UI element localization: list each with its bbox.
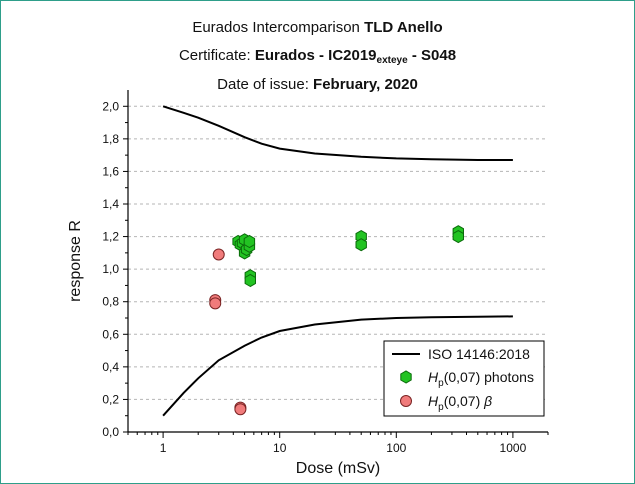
x-tick-label: 10 [273,441,287,455]
y-tick-label: 1,2 [102,230,119,244]
header-certificate-prefix: Certificate: [178,47,255,64]
axes: 0,0 0,2 0,4 0,6 0,8 1,0 1,2 1,4 1,6 1,8 2,0 1 10 100 1… [102,90,549,455]
photon-point [243,234,256,249]
y-tick-label: 1,4 [102,197,119,211]
photon-point [355,230,367,244]
iso-curve-upper [162,105,513,161]
legend-beta-swatch [400,395,412,407]
header-title: Eurados Intercomparison TLD Anello [0,19,635,36]
data-points [209,225,464,416]
x-tick-label: 1000 [500,441,527,455]
x-tick-label: 1 [160,441,167,455]
y-axis-label: response R [67,220,84,302]
y-tick-label: 0,8 [102,295,119,309]
x-axis-label: Dose (mSv) [296,460,380,477]
legend-label-2: Hp(0,07) β [428,393,492,413]
y-tick-label: 2,0 [102,99,119,113]
header-certificate-bold: Eurados - IC2019 [254,47,377,64]
beta-point [209,297,222,310]
y-tick-label: 1,6 [102,164,119,178]
photon-point [452,230,464,244]
iso-limit-curves [162,105,513,417]
beta-point [212,248,225,261]
y-tick-label: 0,0 [102,425,119,439]
photon-point [355,238,367,252]
beta-point [234,403,247,416]
header-date-prefix: Date of issue: [217,76,314,93]
header-date: Date of issue: February, 2020 [0,76,635,93]
header-certificate-sub: exteye [376,55,408,66]
header-title-bold: TLD Anello [364,19,443,36]
header-title-prefix: Eurados Intercomparison [192,19,365,36]
y-tick-label: 0,2 [102,392,119,406]
y-tick-label: 0,4 [102,360,119,374]
legend-label-1: Hp(0,07) photons [428,369,534,389]
legend: ISO 14146:2018 Hp(0,07) photons Hp(0,07) β [383,340,545,417]
header-certificate-suffix: - S048 [407,47,457,64]
header-certificate: Certificate: Eurados - IC2019exteye - S0… [0,47,635,66]
iso-curve-lower [162,315,513,417]
legend-label-0: ISO 14146:2018 [428,346,530,362]
x-tick-label: 100 [386,441,406,455]
photon-point [244,273,256,288]
legend-photon-swatch [400,370,412,384]
header-date-bold: February, 2020 [313,76,418,93]
y-tick-label: 1,0 [102,262,119,276]
y-tick-label: 1,8 [102,132,119,146]
y-tick-label: 0,6 [102,327,119,341]
